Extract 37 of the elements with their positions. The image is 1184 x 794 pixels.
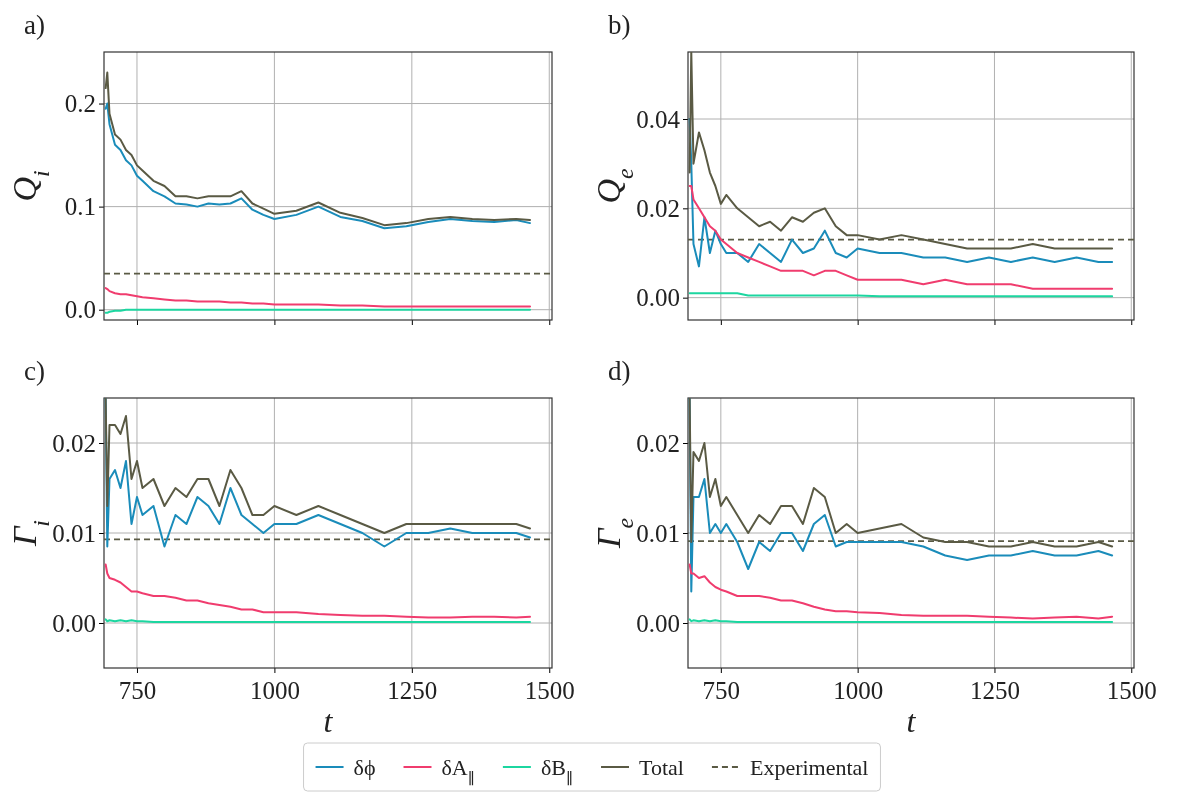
legend-label: δϕ xyxy=(353,755,376,780)
legend-label: δB$_{∥}$ xyxy=(540,755,574,787)
text: c) xyxy=(24,356,45,386)
y-tick-label: 0.01 xyxy=(52,519,96,547)
line-series xyxy=(104,287,532,308)
y-tick-label: 0.02 xyxy=(52,429,96,457)
y-tick-label: 0.04 xyxy=(636,105,681,133)
x-tick-label: 1000 xyxy=(833,676,884,704)
line-series xyxy=(104,102,532,230)
line-series xyxy=(104,71,532,227)
x-tick-label: 1500 xyxy=(1106,676,1157,704)
text: b) xyxy=(608,10,631,40)
y-tick-label: 0.1 xyxy=(64,193,96,221)
y-tick-label: 0.0 xyxy=(64,296,96,324)
x-tick-label: 1250 xyxy=(969,676,1020,704)
line-series xyxy=(688,563,1114,620)
y-tick-label: 0.2 xyxy=(64,90,96,118)
y-tick-label: 0.02 xyxy=(636,194,680,222)
x-tick-label: 1250 xyxy=(387,676,438,704)
text: a) xyxy=(24,10,45,40)
legend-label: Total xyxy=(639,755,684,780)
x-tick-label: 1500 xyxy=(524,676,575,704)
x-tick-label: 750 xyxy=(702,676,741,704)
line-series xyxy=(104,563,532,619)
x-tick-label: 1000 xyxy=(249,676,300,704)
legend-label: Experimental xyxy=(749,755,869,780)
x-axis-title: t xyxy=(906,703,917,739)
text: d) xyxy=(608,356,631,386)
line-series xyxy=(688,185,1114,290)
y-tick-label: 0.02 xyxy=(636,429,680,457)
y-tick-label: 0.00 xyxy=(636,609,680,637)
x-axis-title: t xyxy=(323,703,334,739)
y-tick-label: 0.01 xyxy=(636,519,680,547)
y-tick-label: 0.00 xyxy=(52,609,96,637)
legend-label: δA$_{∥}$ xyxy=(441,755,475,787)
y-tick-label: 0.00 xyxy=(636,284,680,312)
x-tick-label: 750 xyxy=(118,676,157,704)
